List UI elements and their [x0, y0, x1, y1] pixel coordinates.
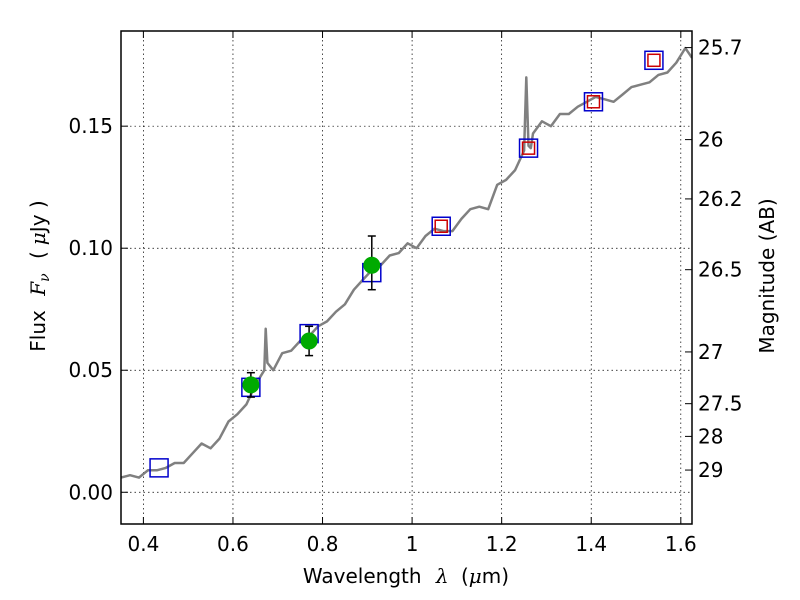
- y-axis-unit-mu: μ: [26, 232, 50, 245]
- x-tick-label: 0.4: [127, 532, 159, 556]
- upper-limit-point: [521, 141, 536, 155]
- y2-tick-label: 27: [698, 340, 723, 364]
- y2-tick-label: 26.5: [698, 258, 743, 282]
- y2-tick-label: 28: [698, 424, 723, 448]
- x-tick-label: 1.2: [486, 532, 518, 556]
- y-axis-flux-subscript: ν: [37, 273, 53, 282]
- x-tick-label: 1: [406, 532, 419, 556]
- x-axis-unit-mu: μ: [469, 564, 482, 588]
- y-axis-label: Flux Fν ( μJy ): [26, 200, 54, 351]
- plot-content: [121, 46, 692, 479]
- x-tick-label: 0.8: [307, 532, 339, 556]
- y-axis-flux-symbol: F: [26, 281, 50, 297]
- grid-lines: [121, 31, 692, 524]
- model-photometry-point: [583, 92, 604, 112]
- y-tick-label: 0.00: [68, 480, 113, 504]
- y-tick-label: 0.05: [68, 358, 113, 382]
- y-axis-unit-rest: Jy ): [26, 200, 50, 234]
- y2-tick-label: 27.5: [698, 392, 743, 416]
- y-axis-label-text: Flux: [26, 310, 50, 352]
- x-axis-unit-open: (: [461, 564, 469, 588]
- spectrum-line: [121, 46, 692, 479]
- y2-tick-label: 25.7: [698, 36, 743, 60]
- y2-tick-label: 26: [698, 128, 723, 152]
- model-photometry-point: [518, 138, 539, 158]
- x-axis-label-text: Wavelength: [303, 564, 422, 588]
- model-photometry-point: [149, 458, 169, 478]
- x-axis-unit-rest: m): [482, 564, 509, 588]
- x-tick-label: 1.6: [665, 532, 697, 556]
- x-tick-label: 1.4: [575, 532, 607, 556]
- y2-axis-label: Magnitude (AB): [755, 198, 779, 353]
- x-axis-label: Wavelength λ (μm): [303, 564, 509, 588]
- y2-tick-label: 29: [698, 458, 723, 482]
- y-tick-label: 0.10: [68, 236, 113, 260]
- y-axis-unit-open: (: [26, 251, 50, 259]
- upper-limit-point: [647, 53, 661, 68]
- axis-ticks: 0.4 0.6 0.8 1 1.2 1.4 1.6 0.00 0.05 0.10 0.15 25.7 2…: [68, 31, 743, 556]
- y2-tick-label: 26.2: [698, 187, 743, 211]
- model-photometry-point: [431, 216, 451, 236]
- plot-frame: [120, 30, 693, 525]
- y-tick-label: 0.15: [68, 114, 113, 138]
- x-tick-label: 0.6: [217, 532, 249, 556]
- upper-limit-point: [586, 95, 601, 109]
- x-axis-lambda-symbol: λ: [435, 564, 449, 588]
- model-photometry-point: [644, 50, 664, 71]
- upper-limit-point: [434, 219, 448, 233]
- observed-flux-point: [300, 332, 318, 350]
- observed-flux-point: [363, 256, 381, 274]
- observed-flux-point: [242, 376, 260, 394]
